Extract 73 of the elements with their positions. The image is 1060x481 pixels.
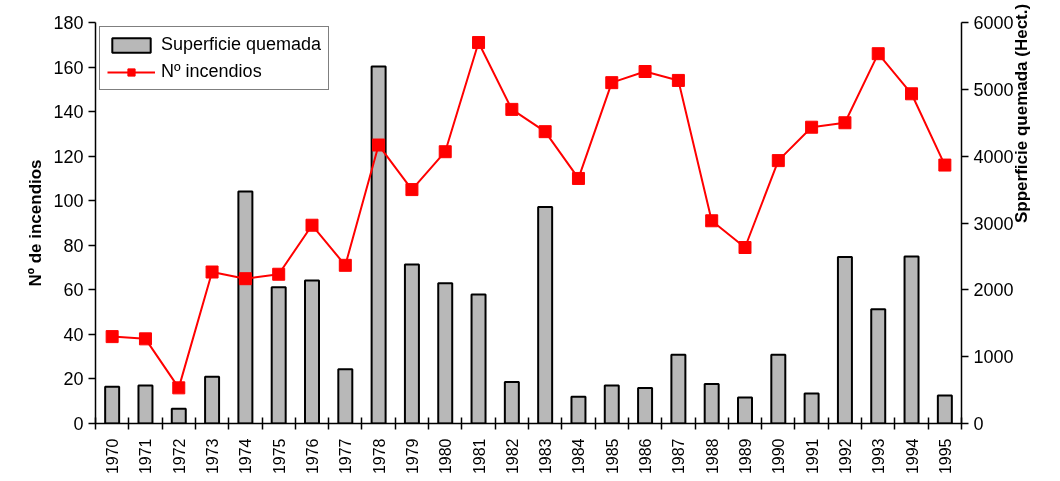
point bbox=[871, 47, 885, 61]
point bbox=[472, 36, 486, 50]
point bbox=[272, 267, 286, 281]
point bbox=[205, 265, 219, 279]
y2-tick-label: 4000 bbox=[973, 146, 1014, 167]
x-tick-label: 1985 bbox=[603, 438, 621, 475]
y2-tick-label: 1000 bbox=[973, 347, 1014, 368]
point bbox=[338, 258, 352, 272]
point bbox=[138, 332, 152, 346]
x-tick-label: 1991 bbox=[803, 438, 821, 475]
x-tick-label: 1983 bbox=[537, 438, 555, 475]
point bbox=[571, 171, 585, 185]
x-tick-label: 1971 bbox=[137, 438, 155, 475]
legend-label: Superficie quemada bbox=[161, 34, 322, 55]
point bbox=[905, 87, 919, 101]
y2-axis-title: Spperficie quemada (Hect.) bbox=[1012, 3, 1032, 223]
point bbox=[938, 158, 952, 172]
point bbox=[505, 102, 519, 116]
point bbox=[705, 214, 719, 228]
x-tick-label: 1981 bbox=[470, 438, 488, 475]
x-tick-label: 1989 bbox=[737, 438, 754, 475]
x-tick-label: 1984 bbox=[570, 438, 588, 475]
point bbox=[538, 125, 552, 139]
x-tick-label: 1973 bbox=[204, 438, 222, 475]
y2-tick-label: 2000 bbox=[973, 280, 1014, 301]
x-tick-label: 1994 bbox=[903, 438, 921, 475]
point bbox=[638, 65, 652, 79]
x-tick-label: 1974 bbox=[237, 438, 255, 475]
x-tick-label: 1976 bbox=[304, 438, 321, 475]
legend-label: Nº incendios bbox=[161, 61, 262, 82]
point bbox=[305, 218, 319, 232]
x-tick-label: 1995 bbox=[936, 438, 954, 475]
point bbox=[172, 381, 186, 395]
point bbox=[838, 116, 852, 130]
point bbox=[605, 76, 619, 90]
point bbox=[738, 241, 752, 255]
x-tick-label: 1979 bbox=[403, 438, 421, 475]
x-tick-label: 1975 bbox=[270, 438, 288, 475]
x-tick-label: 1982 bbox=[503, 438, 521, 475]
point bbox=[372, 138, 386, 152]
y-tick-label: 180 bbox=[53, 13, 84, 33]
y2-tick-label: 6000 bbox=[973, 13, 1014, 33]
x-tick-label: 1986 bbox=[637, 438, 655, 475]
x-tick-label: 1978 bbox=[370, 438, 388, 475]
x-tick-label: 1993 bbox=[870, 438, 888, 475]
x-tick-label: 1972 bbox=[170, 438, 188, 475]
x-tick-label: 1987 bbox=[670, 438, 688, 475]
x-tick-label: 1990 bbox=[770, 438, 788, 475]
y-tick-label: 80 bbox=[63, 235, 84, 256]
y2-tick-label: 5000 bbox=[973, 79, 1014, 100]
point bbox=[438, 145, 452, 159]
x-tick-label: 1992 bbox=[836, 438, 854, 475]
point bbox=[238, 272, 252, 286]
y-axis-title: Nº de incendios bbox=[26, 159, 46, 287]
x-tick-label: 1977 bbox=[337, 438, 355, 475]
point bbox=[805, 120, 819, 134]
y2-tick-label: 0 bbox=[973, 414, 984, 434]
x-tick-label: 1970 bbox=[104, 438, 122, 475]
y-tick-label: 40 bbox=[63, 324, 84, 345]
point bbox=[105, 330, 119, 344]
y-tick-label: 160 bbox=[53, 57, 84, 78]
y2-tick-label: 3000 bbox=[973, 213, 1014, 234]
y-tick-label: 120 bbox=[53, 146, 84, 167]
y-tick-label: 100 bbox=[53, 191, 84, 212]
x-tick-label: 1980 bbox=[437, 438, 455, 475]
y-tick-label: 60 bbox=[63, 280, 84, 301]
y-tick-label: 0 bbox=[73, 414, 84, 434]
x-tick-label: 1988 bbox=[703, 438, 721, 475]
point bbox=[405, 183, 419, 197]
y-tick-label: 20 bbox=[63, 369, 84, 390]
y-tick-label: 140 bbox=[53, 102, 84, 123]
point bbox=[671, 73, 685, 87]
point bbox=[771, 154, 785, 168]
